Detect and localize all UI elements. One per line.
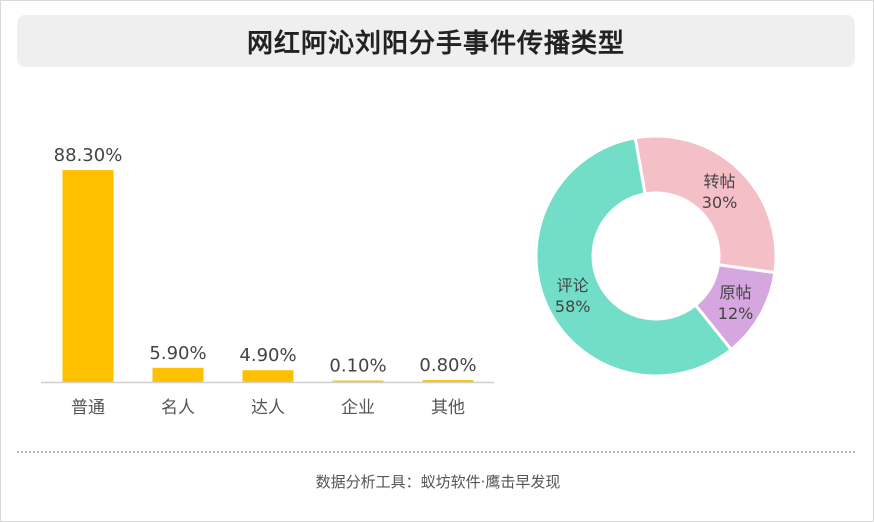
donut-label-0: 转帖 xyxy=(704,172,736,191)
bar-3 xyxy=(332,380,384,382)
category-label-0: 普通 xyxy=(71,398,105,418)
bar-value-label-1: 5.90% xyxy=(149,343,206,364)
footer-brand-2: 鹰击早发现 xyxy=(485,473,561,491)
category-label-1: 名人 xyxy=(161,398,195,418)
donut-chart: 转帖 30% 原帖 12% 评论 58% xyxy=(534,134,778,378)
donut-value-2: 58% xyxy=(555,297,591,316)
bar-1 xyxy=(152,367,204,382)
bar-0 xyxy=(62,170,114,382)
donut-label-1: 原帖 xyxy=(720,283,752,302)
category-label-3: 企业 xyxy=(341,398,375,418)
donut-value-1: 12% xyxy=(718,304,754,323)
category-label-4: 其他 xyxy=(431,398,465,418)
divider xyxy=(17,451,855,453)
bar-value-label-4: 0.80% xyxy=(419,355,476,376)
donut-label-2: 评论 xyxy=(557,276,589,295)
bar-value-label-2: 4.90% xyxy=(239,345,296,366)
bar-2 xyxy=(242,370,294,382)
donut-slice-0 xyxy=(633,134,778,275)
bar-value-label-0: 88.30% xyxy=(54,145,123,166)
footer-label: 数据分析工具： xyxy=(315,473,421,491)
donut-value-0: 30% xyxy=(702,193,738,212)
bar-value-label-3: 0.10% xyxy=(329,356,386,377)
bar-chart: 88.30% 普通 5.90% 名人 4.90% 达人 0.10% 企业 0.80% 其他 xyxy=(41,145,494,418)
category-label-2: 达人 xyxy=(251,398,285,418)
donut-slice-2 xyxy=(534,136,734,378)
bar-4 xyxy=(422,380,474,382)
footer-brand-1: 蚁坊软件 xyxy=(420,473,481,491)
footer-dot: · xyxy=(480,473,486,491)
title-bar: 网红阿沁刘阳分手事件传播类型 xyxy=(17,15,855,67)
chart-title: 网红阿沁刘阳分手事件传播类型 xyxy=(246,28,625,59)
footer: 数据分析工具：蚁坊软件·鹰击早发现 xyxy=(1,471,874,492)
